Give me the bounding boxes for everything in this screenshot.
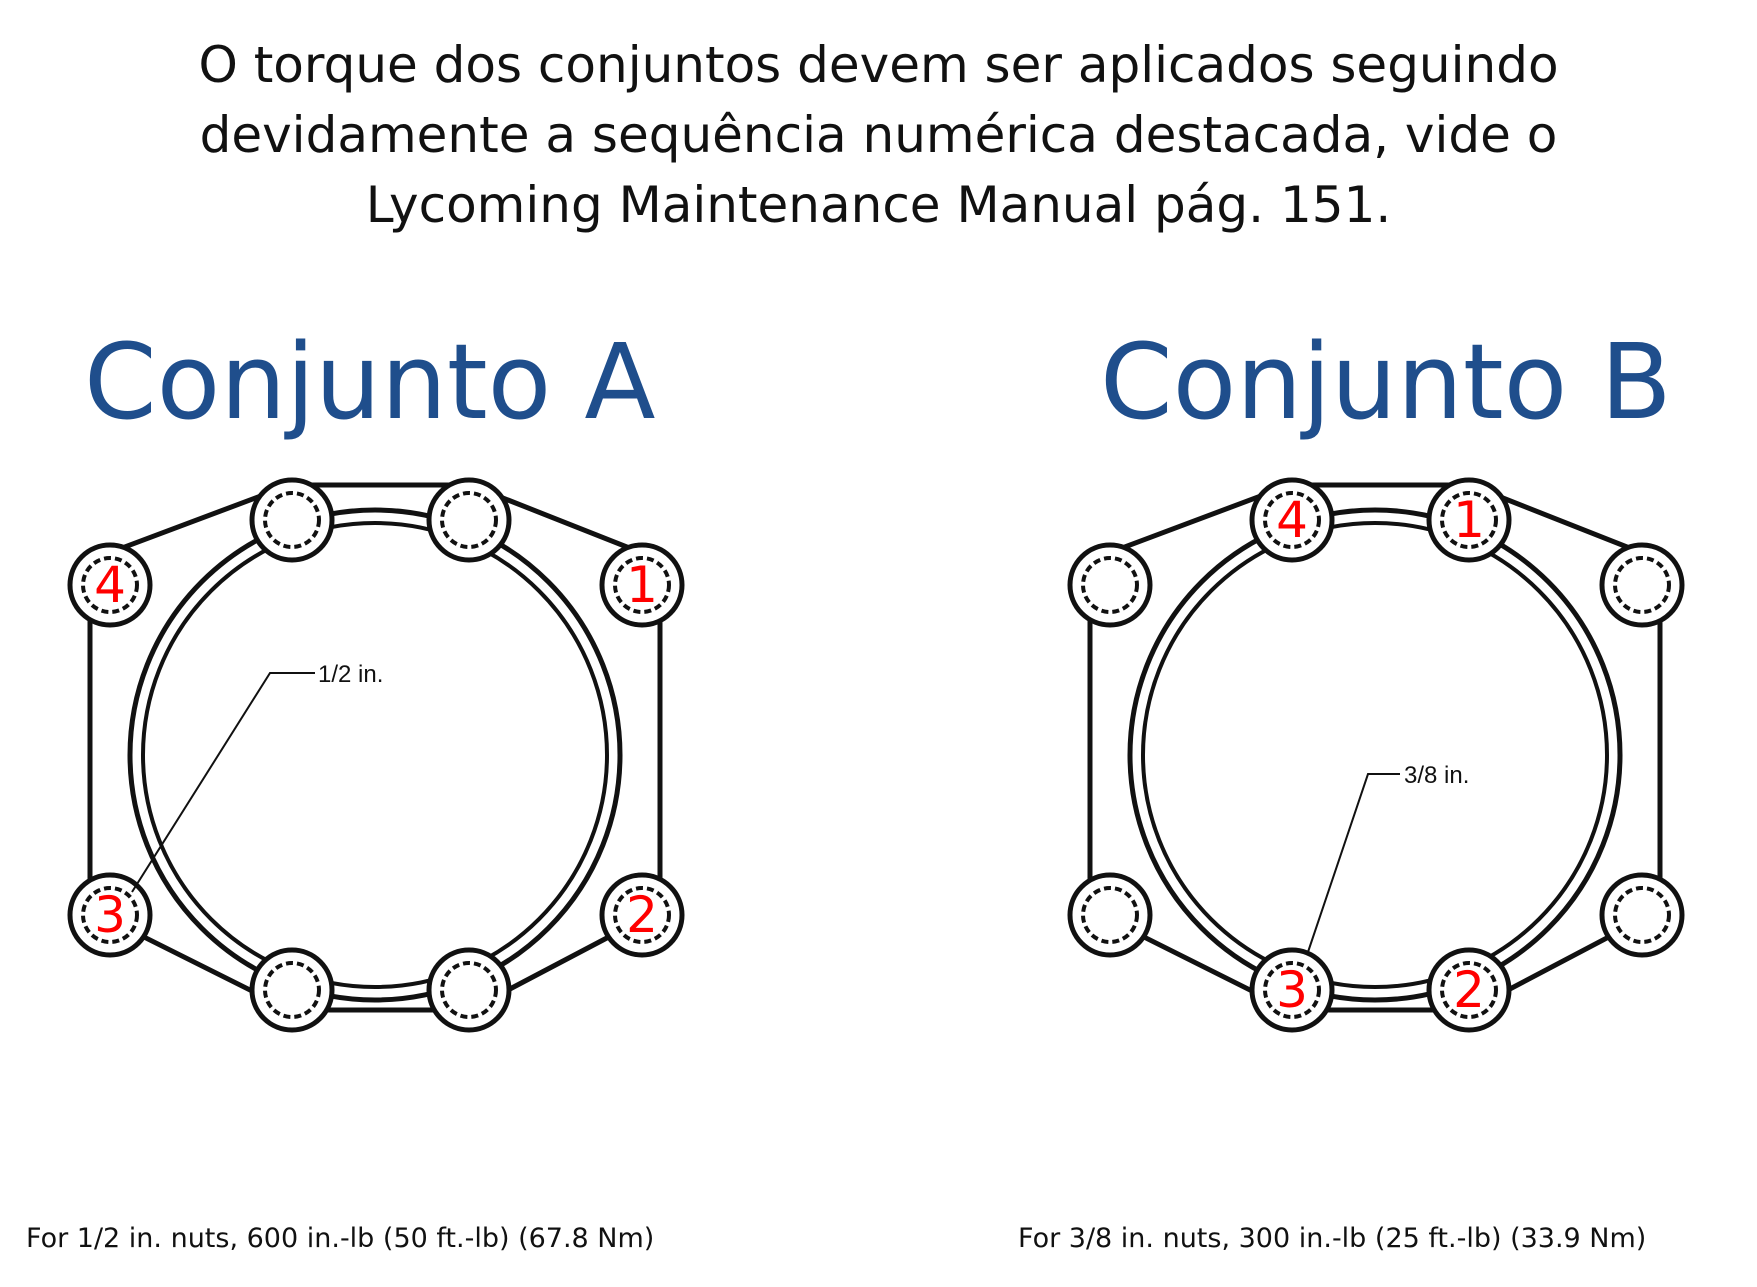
- flange-drawing-b: 3/8 in. 1 2 3 4: [1060, 470, 1680, 1170]
- sequence-number-3: 3: [1276, 961, 1308, 1019]
- flange-diagram-set-a: 1/2 in. 1 2 3 4: [60, 470, 680, 1170]
- set-a-title: Conjunto A: [84, 322, 656, 442]
- torque-spec-set-b: For 3/8 in. nuts, 300 in.-lb (25 ft.-lb)…: [1018, 1222, 1646, 1256]
- dimension-label: 3/8 in.: [1404, 762, 1469, 789]
- flange-diagram-set-b: 3/8 in. 1 2 3 4: [1060, 470, 1680, 1170]
- instruction-line-3: Lycoming Maintenance Manual pág. 151.: [0, 170, 1757, 240]
- sequence-number-3: 3: [94, 886, 126, 944]
- sequence-number-4: 4: [94, 556, 126, 614]
- dimension-label: 1/2 in.: [318, 661, 383, 688]
- stud-nut: [1070, 875, 1150, 955]
- dimension-leader-line: [1308, 774, 1400, 952]
- flange-outline: [1090, 485, 1660, 1010]
- bore-outer-ring: [130, 510, 620, 1000]
- sequence-number-4: 4: [1276, 491, 1308, 549]
- sequence-number-1: 1: [626, 556, 658, 614]
- stud-nut: [429, 950, 509, 1030]
- dimension-leader-line: [132, 673, 315, 892]
- set-b-title: Conjunto B: [1100, 322, 1672, 442]
- bore-inner-ring: [143, 523, 607, 987]
- sequence-number-2: 2: [626, 886, 658, 944]
- flange-outline: [90, 485, 660, 1010]
- bore-outer-ring: [1130, 510, 1620, 1000]
- stud-nut: [252, 480, 332, 560]
- bore-inner-ring: [1143, 523, 1607, 987]
- stud-nut: [429, 480, 509, 560]
- stud-nut: [1602, 545, 1682, 625]
- stud-nut: [1602, 875, 1682, 955]
- instruction-line-2: devidamente a sequência numérica destaca…: [0, 100, 1757, 170]
- stud-nut: [1070, 545, 1150, 625]
- instruction-text: O torque dos conjuntos devem ser aplicad…: [0, 30, 1757, 240]
- flange-drawing-a: 1/2 in. 1 2 3 4: [60, 470, 680, 1170]
- instruction-line-1: O torque dos conjuntos devem ser aplicad…: [0, 30, 1757, 100]
- stud-nut: [252, 950, 332, 1030]
- sequence-number-2: 2: [1453, 961, 1485, 1019]
- torque-spec-set-a: For 1/2 in. nuts, 600 in.-lb (50 ft.-lb)…: [26, 1222, 654, 1256]
- sequence-number-1: 1: [1453, 491, 1485, 549]
